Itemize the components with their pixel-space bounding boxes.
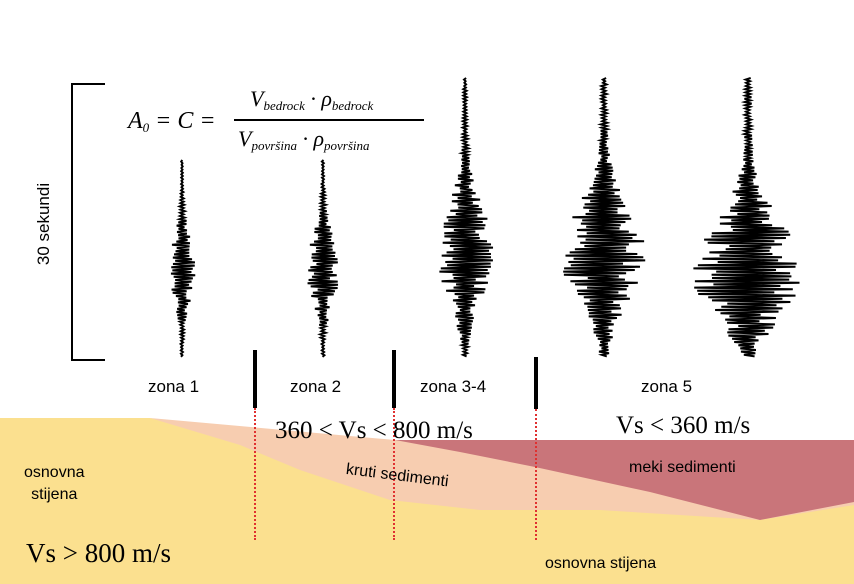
zone-label-4: zona 5: [641, 377, 693, 396]
vs-mid-label: 360 < Vs < 800 m/s: [275, 417, 473, 444]
soft-sediments-layer: [395, 440, 854, 520]
zone-boundary-dotted-2: [393, 408, 395, 540]
formula-denominator: Vpovršina · ρpovršina: [238, 126, 370, 153]
amplification-formula: A0 = C = Vbedrock · ρbedrock Vpovršina ·…: [128, 86, 428, 156]
formula-lhs: A0 = C =: [128, 108, 216, 135]
formula-fraction-bar: [234, 119, 424, 121]
zone-separator-3: [534, 357, 538, 409]
vs-high-label: Vs > 800 m/s: [26, 538, 171, 568]
soft-sediments-label: meki sedimenti: [629, 459, 736, 476]
bedrock-left-label: osnovna stijena: [24, 464, 85, 503]
zone-boundary-dotted-1: [254, 408, 256, 540]
zone-label-3: zona 3-4: [420, 377, 487, 396]
zone-label-1: zona 1: [148, 377, 200, 396]
seismogram-trace-4: [563, 77, 646, 358]
seismogram-trace-3: [439, 77, 494, 358]
seismogram-trace-1: [170, 159, 196, 358]
seismogram-trace-5: [693, 77, 800, 358]
seismogram-trace-2: [307, 159, 339, 358]
zone-boundary-dotted-3: [535, 409, 537, 540]
time-axis-label: 30 sekundi: [34, 182, 53, 266]
seismogram-group: [170, 77, 800, 358]
vs-low-label: Vs < 360 m/s: [616, 412, 751, 439]
zone-label-2: zona 2: [290, 377, 342, 396]
formula-numerator: Vbedrock · ρbedrock: [250, 86, 374, 113]
time-scale-bracket: [71, 83, 105, 361]
bedrock-bottom-label: osnovna stijena: [545, 555, 657, 572]
zone-separator-1: [253, 350, 257, 408]
zone-separator-2: [392, 350, 396, 408]
